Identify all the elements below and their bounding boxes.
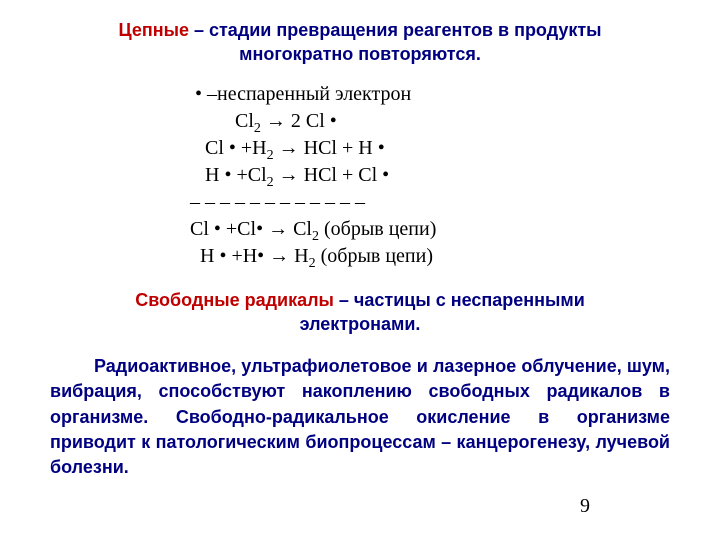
page-number: 9: [580, 495, 590, 518]
slide-title: Цепные – стадии превращения реагентов в …: [50, 18, 670, 67]
bullet-icon: •: [195, 83, 202, 105]
title-keyword: Цепные: [118, 20, 189, 40]
eqn-row-5: H • +H• → H2 (обрыв цепи): [190, 243, 530, 270]
heading-2: Свободные радикалы – частицы с неспаренн…: [50, 288, 670, 337]
slide-container: Цепные – стадии превращения реагентов в …: [0, 0, 720, 540]
eqn-row-3: H • +Cl2 → HCl + Cl •: [190, 162, 530, 189]
heading2-line2: электронами.: [300, 314, 421, 334]
heading2-keyword: Свободные радикалы: [135, 290, 334, 310]
heading2-rest: – частицы с неспаренными: [334, 290, 585, 310]
body-text: Радиоактивное, ультрафиолетовое и лазерн…: [50, 356, 670, 477]
eqn-row-2: Cl • +H2 → HCl + H •: [190, 135, 530, 162]
eqn-separator: – – – – – – – – – – – –: [190, 189, 530, 216]
equations-block: • –неспаренный электрон Cl2 → 2 Cl • Cl …: [190, 81, 530, 270]
body-paragraph: Радиоактивное, ультрафиолетовое и лазерн…: [50, 354, 670, 480]
eqn-row-1: Cl2 → 2 Cl •: [190, 108, 530, 135]
title-line2: многократно повторяются.: [239, 44, 481, 64]
eqn-defn: • –неспаренный электрон: [190, 81, 530, 108]
eqn-row-4: Cl • +Cl• → Cl2 (обрыв цепи): [190, 216, 530, 243]
eqn-defn-text: –неспаренный электрон: [202, 83, 411, 105]
title-rest: – стадии превращения реагентов в продукт…: [189, 20, 602, 40]
